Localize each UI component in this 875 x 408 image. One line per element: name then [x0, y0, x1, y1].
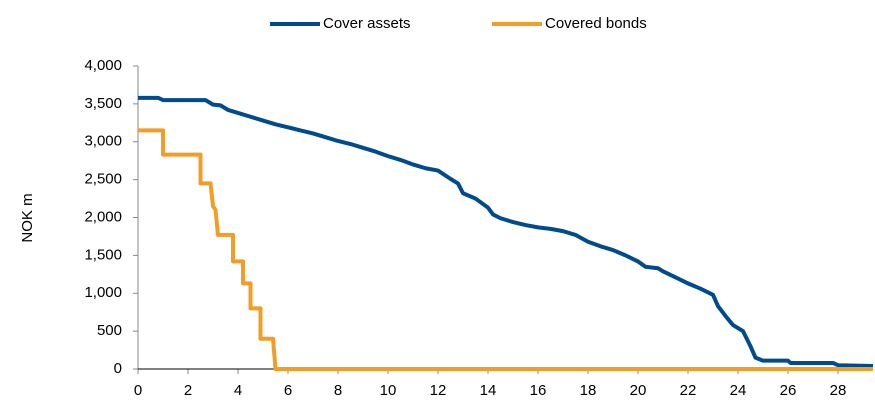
x-tick-label: 24 [730, 382, 747, 399]
legend-label: Cover assets [323, 15, 411, 32]
x-tick-label: 26 [780, 382, 797, 399]
y-axis-label: NOK m [19, 193, 36, 242]
x-tick-label: 6 [284, 382, 292, 399]
x-tick-label: 22 [680, 382, 697, 399]
y-tick-label: 500 [97, 322, 122, 339]
x-tick-label: 12 [430, 382, 447, 399]
x-tick-label: 2 [184, 382, 192, 399]
legend-label: Covered bonds [545, 15, 647, 32]
y-tick-label: 1,500 [84, 246, 122, 263]
x-tick-label: 28 [830, 382, 847, 399]
x-tick-label: 10 [380, 382, 397, 399]
x-tick-label: 20 [630, 382, 647, 399]
y-tick-label: 2,000 [84, 208, 122, 225]
x-tick-label: 16 [530, 382, 547, 399]
line [138, 128, 873, 371]
x-tick-label: 18 [580, 382, 597, 399]
y-tick-label: 3,000 [84, 133, 122, 150]
line [138, 95, 874, 368]
x-tick-label: 4 [234, 382, 242, 399]
x-tick-label: 0 [134, 382, 142, 399]
x-tick-label: 8 [334, 382, 342, 399]
x-tick-label: 14 [480, 382, 497, 399]
y-tick-label: 4,000 [84, 57, 122, 74]
y-tick-label: 3,500 [84, 95, 122, 112]
y-tick-label: 0 [114, 360, 122, 377]
y-tick-label: 2,500 [84, 171, 122, 188]
y-tick-label: 1,000 [84, 284, 122, 301]
